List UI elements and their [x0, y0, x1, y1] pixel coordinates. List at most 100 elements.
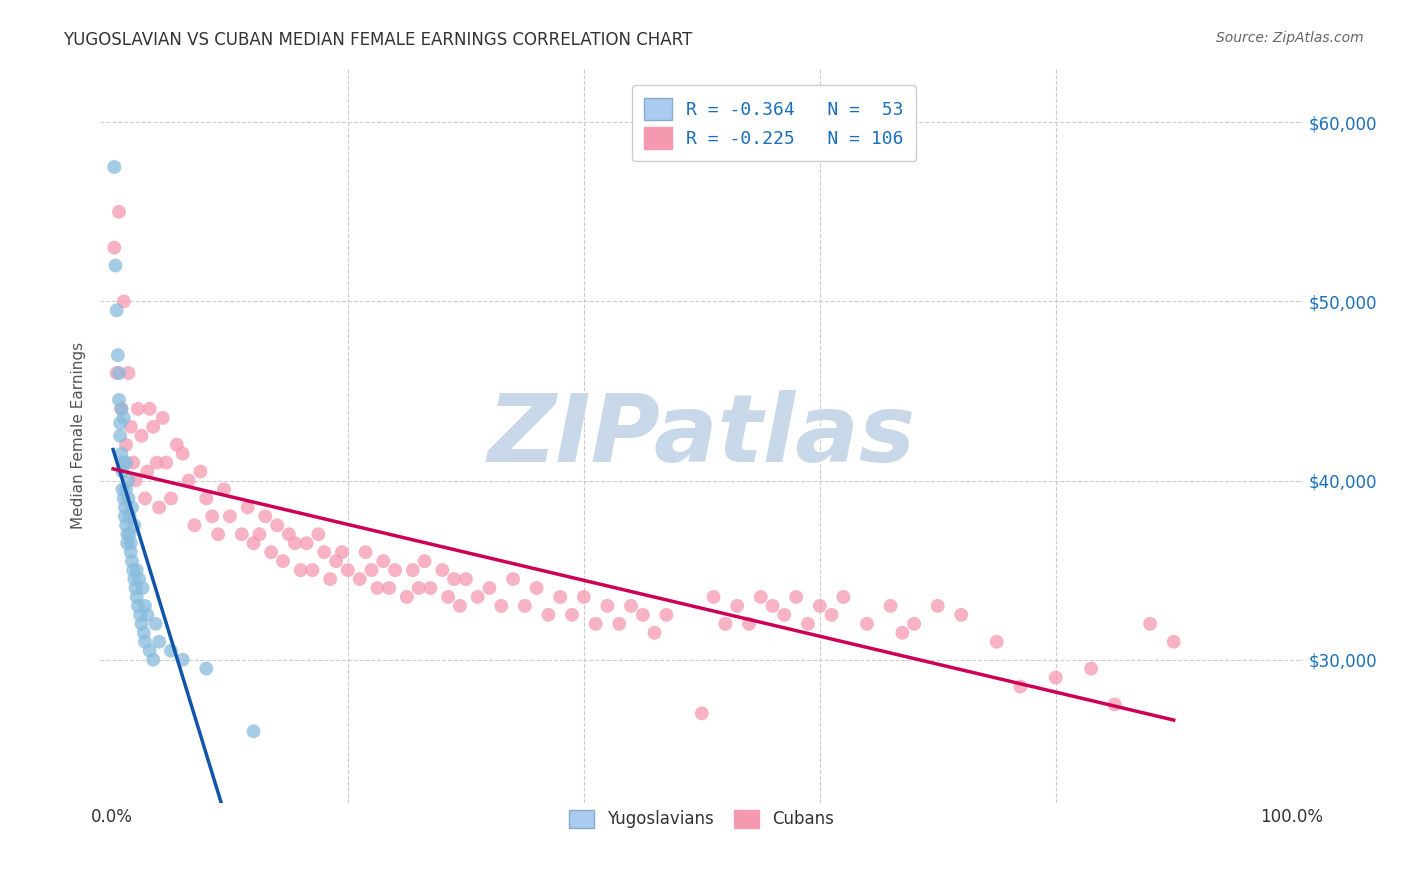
- Point: [703, 590, 725, 604]
- Point: [122, 456, 145, 470]
- Point: [266, 518, 288, 533]
- Point: [242, 536, 264, 550]
- Point: [797, 616, 820, 631]
- Point: [749, 590, 772, 604]
- Text: Source: ZipAtlas.com: Source: ZipAtlas.com: [1216, 31, 1364, 45]
- Point: [112, 294, 135, 309]
- Point: [110, 401, 132, 416]
- Point: [190, 465, 212, 479]
- Point: [114, 500, 136, 515]
- Point: [142, 653, 165, 667]
- Point: [950, 607, 973, 622]
- Point: [384, 563, 406, 577]
- Point: [596, 599, 619, 613]
- Point: [127, 599, 149, 613]
- Point: [284, 536, 307, 550]
- Point: [1010, 680, 1032, 694]
- Point: [219, 509, 242, 524]
- Point: [631, 607, 654, 622]
- Point: [122, 563, 145, 577]
- Point: [148, 634, 170, 648]
- Point: [773, 607, 796, 622]
- Point: [537, 607, 560, 622]
- Point: [236, 500, 259, 515]
- Point: [110, 401, 132, 416]
- Point: [125, 563, 148, 577]
- Point: [454, 572, 477, 586]
- Point: [808, 599, 831, 613]
- Point: [489, 599, 512, 613]
- Point: [103, 160, 125, 174]
- Point: [254, 509, 277, 524]
- Point: [115, 518, 138, 533]
- Point: [115, 483, 138, 497]
- Point: [120, 419, 142, 434]
- Point: [117, 527, 139, 541]
- Point: [395, 590, 418, 604]
- Point: [166, 438, 188, 452]
- Point: [160, 491, 183, 506]
- Point: [118, 509, 141, 524]
- Point: [231, 527, 253, 541]
- Point: [408, 581, 430, 595]
- Point: [655, 607, 678, 622]
- Point: [117, 491, 139, 506]
- Point: [832, 590, 855, 604]
- Point: [172, 447, 194, 461]
- Point: [138, 401, 160, 416]
- Point: [212, 483, 235, 497]
- Point: [360, 563, 382, 577]
- Point: [644, 625, 666, 640]
- Point: [585, 616, 607, 631]
- Point: [112, 410, 135, 425]
- Point: [108, 416, 131, 430]
- Point: [1163, 634, 1185, 648]
- Point: [134, 634, 156, 648]
- Point: [129, 607, 152, 622]
- Point: [124, 572, 146, 586]
- Point: [152, 410, 174, 425]
- Point: [1045, 671, 1067, 685]
- Point: [124, 581, 146, 595]
- Point: [145, 616, 167, 631]
- Point: [117, 366, 139, 380]
- Point: [112, 456, 135, 470]
- Point: [120, 536, 142, 550]
- Point: [607, 616, 630, 631]
- Point: [561, 607, 583, 622]
- Point: [443, 572, 465, 586]
- Point: [502, 572, 524, 586]
- Point: [301, 563, 323, 577]
- Point: [108, 428, 131, 442]
- Point: [354, 545, 377, 559]
- Point: [105, 303, 128, 318]
- Point: [820, 607, 842, 622]
- Point: [134, 599, 156, 613]
- Point: [986, 634, 1008, 648]
- Point: [112, 491, 135, 506]
- Point: [207, 527, 229, 541]
- Point: [548, 590, 571, 604]
- Y-axis label: Median Female Earnings: Median Female Earnings: [72, 343, 86, 529]
- Point: [373, 554, 395, 568]
- Point: [145, 456, 167, 470]
- Point: [325, 554, 347, 568]
- Point: [402, 563, 425, 577]
- Point: [419, 581, 441, 595]
- Point: [927, 599, 949, 613]
- Point: [115, 456, 138, 470]
- Point: [105, 366, 128, 380]
- Point: [136, 607, 159, 622]
- Point: [124, 474, 146, 488]
- Point: [432, 563, 454, 577]
- Point: [513, 599, 536, 613]
- Point: [242, 724, 264, 739]
- Text: ZIPatlas: ZIPatlas: [488, 390, 915, 482]
- Point: [879, 599, 901, 613]
- Point: [572, 590, 595, 604]
- Point: [1104, 698, 1126, 712]
- Point: [785, 590, 807, 604]
- Point: [131, 616, 153, 631]
- Point: [136, 465, 159, 479]
- Point: [295, 536, 318, 550]
